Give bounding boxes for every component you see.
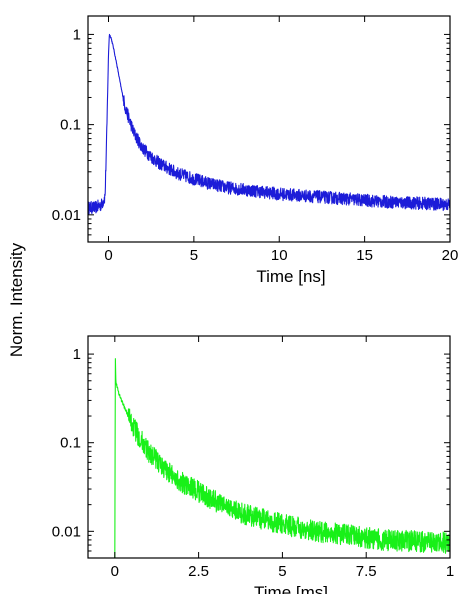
bottom-x-tick-label: 0 xyxy=(111,563,119,580)
top-decay-trace-0 xyxy=(88,33,450,215)
bottom-y-tick-label: 0.1 xyxy=(60,435,81,452)
bottom-decay-trace-0 xyxy=(114,358,450,558)
bottom-y-tick-label: 0.01 xyxy=(52,523,81,540)
top-y-tick-label: 0.01 xyxy=(52,207,81,224)
top-plot-frame xyxy=(87,15,451,243)
top-chart-panel: 0 5 10 15 20 1 0.1 0.01 Time [ns] xyxy=(52,15,459,286)
top-x-tick-label: 15 xyxy=(356,247,373,264)
bottom-x-tick-label: 7.5 xyxy=(356,563,377,580)
top-x-tick-label: 5 xyxy=(190,247,198,264)
bottom-chart-panel: 0 2.5 5 7.5 1 1 0.1 0.01 Time [ms] xyxy=(52,335,454,594)
top-y-tick-label: 1 xyxy=(73,26,81,43)
bottom-x-tick-label: 5 xyxy=(278,563,286,580)
bottom-x-tick-label: 1 xyxy=(446,563,454,580)
top-x-tick-label: 10 xyxy=(271,247,288,264)
top-x-tick-label: 20 xyxy=(442,247,459,264)
shared-y-axis-label: Norm. Intensity xyxy=(7,242,26,357)
top-x-axis-title: Time [ns] xyxy=(256,267,325,286)
bottom-y-tick-label: 1 xyxy=(73,346,81,363)
bottom-x-tick-label: 2.5 xyxy=(188,563,209,580)
top-x-tick-label: 0 xyxy=(104,247,112,264)
top-y-tick-label: 0.1 xyxy=(60,117,81,134)
bottom-x-axis-title: Time [ms] xyxy=(254,583,328,594)
